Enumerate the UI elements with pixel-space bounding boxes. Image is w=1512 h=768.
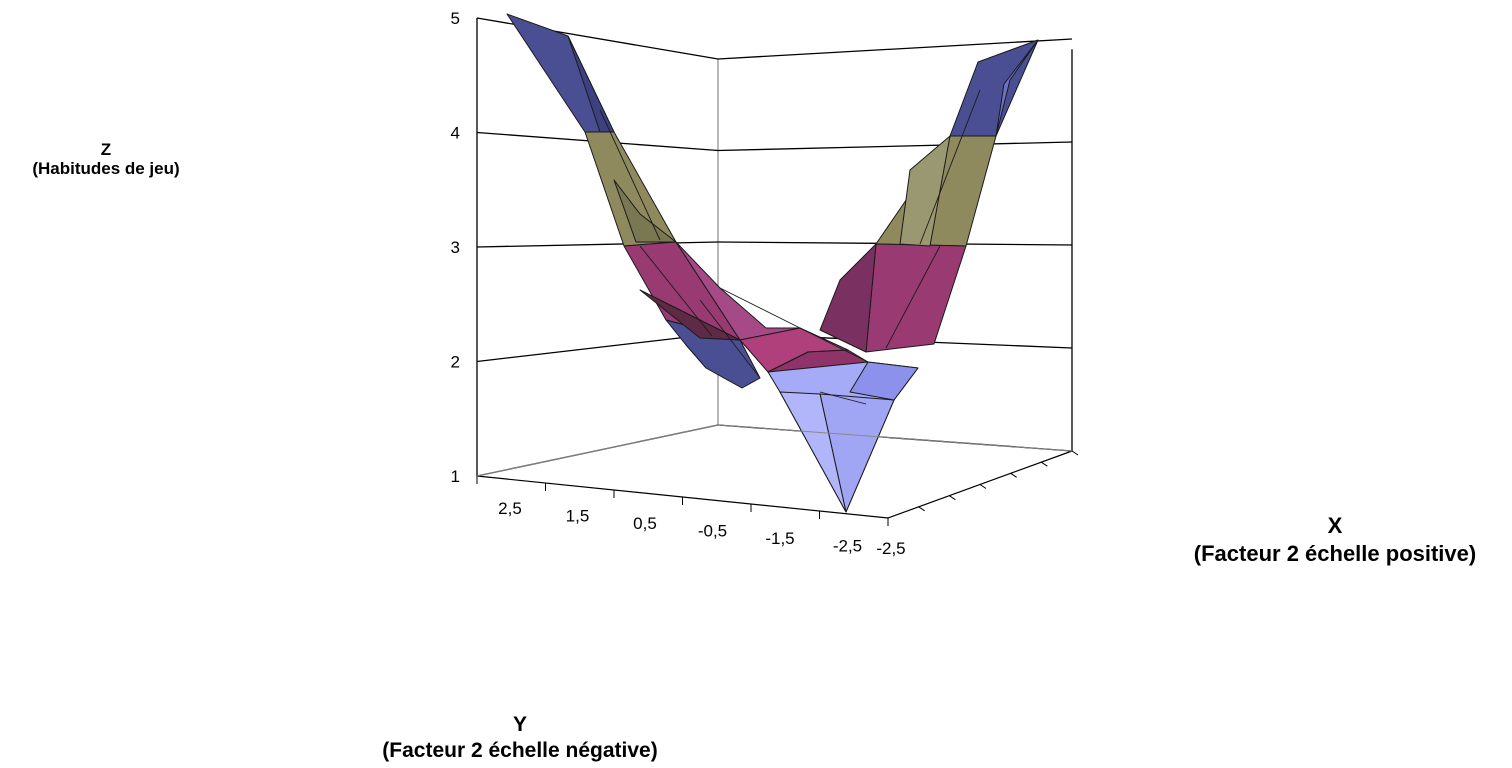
gridline-right-4	[717, 141, 1073, 152]
floor-back-right	[717, 424, 1073, 452]
x-tick-mark	[1041, 461, 1048, 467]
y-tick-label: -2,5	[833, 537, 862, 556]
surface-left-upper-band	[584, 131, 677, 247]
z-tick-label: 4	[451, 124, 460, 143]
y-tick-label: -1,5	[765, 529, 794, 548]
y-tick-label: 1,5	[566, 507, 590, 526]
surface-facet-line	[639, 245, 713, 337]
x-tick-mark	[979, 484, 987, 489]
surface-front-flap-edge	[849, 361, 919, 401]
x-tick-mark	[918, 506, 925, 512]
surface-facet-line	[719, 287, 801, 329]
floor-back-left	[476, 424, 719, 477]
x-tick-mark	[1071, 450, 1079, 456]
x-tick-label: -2,5	[876, 539, 905, 558]
y-axis-letter: Y	[512, 713, 527, 736]
y-tick-label: 0,5	[633, 514, 657, 533]
surface-right-inner-shade	[819, 243, 877, 353]
surface-right-mid-band	[865, 243, 967, 353]
y-axis-label: (Facteur 2 échelle négative)	[382, 739, 658, 762]
x-tick-mark	[949, 495, 956, 501]
surface-facet-line	[599, 109, 661, 241]
z-axis-ticks: 1 2 3 4 5	[451, 9, 460, 486]
z-axis-label: (Habitudes de jeu)	[32, 159, 180, 178]
surface-facet-line	[819, 391, 867, 405]
surface-facet-line	[699, 299, 761, 379]
gridline-left-2	[476, 332, 719, 363]
y-tick-label: 2,5	[498, 499, 522, 518]
surface	[506, 13, 1039, 513]
y-axis-title: Y (Facteur 2 échelle négative)	[300, 712, 740, 764]
surface-right-top-band	[949, 39, 1039, 137]
x-axis-ticks: -2,5	[876, 539, 905, 558]
z-tick-label: 3	[451, 238, 460, 257]
z-axis-letter: Z	[100, 140, 112, 159]
chart-floor	[476, 424, 1079, 526]
z-tick-label: 2	[451, 353, 460, 372]
surface-facet-line	[919, 89, 981, 245]
gridline-right-5	[717, 38, 1073, 60]
surface-right-top-light	[995, 39, 1039, 137]
x-tick-mark	[1010, 472, 1017, 478]
y-tick-label: -0,5	[698, 522, 727, 541]
surface-front-flap-left	[779, 391, 847, 513]
surface-left-top-shade	[567, 35, 615, 133]
x-axis-label: (Facteur 2 échelle positive)	[1193, 541, 1477, 566]
x-axis-title: X (Facteur 2 échelle positive)	[1158, 512, 1512, 568]
z-tick-label: 1	[451, 467, 460, 486]
z-tick-label: 5	[451, 9, 460, 28]
y-axis-ticks: 2,5 1,5 0,5 -0,5 -1,5 -2,5	[498, 499, 862, 556]
x-axis-letter: X	[1327, 513, 1343, 538]
surface-right-upper-light	[899, 135, 951, 247]
gridline-left-3	[476, 241, 719, 248]
z-axis-title: Z (Habitudes de jeu)	[0, 140, 212, 178]
surface-facet-line	[885, 245, 941, 349]
surface-facet-line	[799, 327, 869, 363]
